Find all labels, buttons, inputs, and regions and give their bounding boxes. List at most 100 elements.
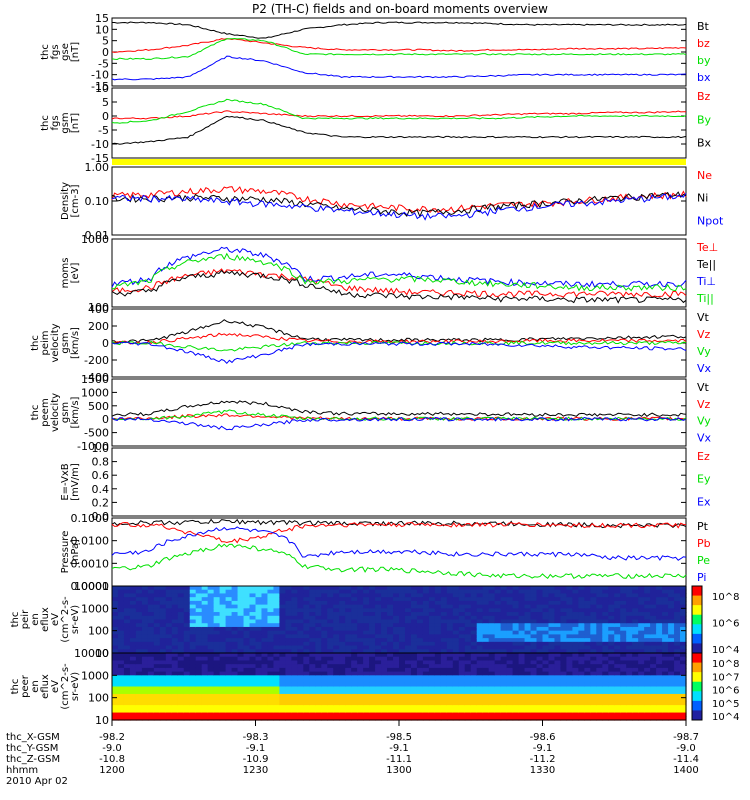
spectrogram-cell xyxy=(464,675,472,680)
spectrogram-cell xyxy=(656,615,663,621)
spectrogram-cell xyxy=(662,705,669,710)
spectrogram-cell xyxy=(680,679,687,684)
spectrogram-cell xyxy=(560,600,568,606)
spectrogram-cell xyxy=(578,612,585,617)
spectrogram-cell xyxy=(470,604,478,609)
y-tick-label: 100 xyxy=(88,301,109,314)
spectrogram-cell xyxy=(614,600,621,606)
spectrogram-cell xyxy=(512,608,520,613)
spectrogram-cell xyxy=(560,679,568,684)
spectrogram-cell xyxy=(165,656,173,662)
spectrogram-cell xyxy=(387,641,394,647)
spectrogram-cell xyxy=(662,645,669,650)
spectrogram-cell xyxy=(524,664,532,669)
spectrogram-cell xyxy=(440,671,448,676)
spectrogram-cell xyxy=(309,619,316,624)
spectrogram-cell xyxy=(297,608,304,613)
spectrogram-cell xyxy=(369,630,376,635)
spectrogram-cell xyxy=(345,664,352,669)
spectrogram-cell xyxy=(476,664,484,669)
spectrogram-cell xyxy=(638,597,645,602)
spectrogram-cell xyxy=(381,619,388,624)
y-tick-label: -400 xyxy=(84,371,109,384)
spectrogram-cell xyxy=(207,671,215,676)
spectrogram-cell xyxy=(650,716,657,721)
spectrogram-cell xyxy=(303,619,310,624)
spectrogram-cell xyxy=(674,675,681,680)
series-line-by xyxy=(111,37,687,61)
spectrogram-cell xyxy=(542,664,550,669)
spectrogram-cell xyxy=(345,600,352,606)
spectrogram-cell xyxy=(584,712,591,717)
spectrogram-cell xyxy=(476,623,484,628)
spectrogram-cell xyxy=(381,597,388,602)
spectrogram-cell xyxy=(518,619,526,624)
spectrogram-cell xyxy=(195,712,203,717)
spectrogram-cell xyxy=(674,638,681,643)
spectrogram-cell xyxy=(488,705,496,710)
spectrogram-cell xyxy=(620,586,627,591)
spectrogram-cell xyxy=(530,630,538,635)
spectrogram-cell xyxy=(476,597,484,602)
spectrogram-cell xyxy=(548,649,556,654)
spectrogram-cell xyxy=(393,686,400,691)
spectrogram-cell xyxy=(638,667,645,673)
spectrogram-cell xyxy=(243,608,251,613)
spectrogram-cell xyxy=(554,604,562,609)
spectrogram-cell xyxy=(680,593,687,598)
spectrogram-cell xyxy=(285,638,292,643)
spectrogram-cell xyxy=(285,675,292,680)
spectrogram-cell xyxy=(560,615,568,621)
spectrogram-cell xyxy=(590,619,597,624)
spectrogram-cell xyxy=(243,686,251,691)
spectrogram-cell xyxy=(536,597,544,602)
spectrogram-cell xyxy=(404,653,412,658)
spectrogram-cell xyxy=(369,708,376,714)
spectrogram-cell xyxy=(476,705,484,710)
spectrogram-cell xyxy=(548,600,556,606)
spectrogram-cell xyxy=(632,593,639,598)
spectrogram-cell xyxy=(422,600,430,606)
spectrogram-cell xyxy=(363,682,370,688)
spectrogram-cell xyxy=(458,645,466,650)
x-tick-label: -11.4 xyxy=(673,754,699,765)
spectrogram-cell xyxy=(518,693,526,699)
spectrogram-cell xyxy=(159,705,167,710)
spectrogram-cell xyxy=(369,600,376,606)
spectrogram-cell xyxy=(572,612,579,617)
spectrogram-cell xyxy=(560,645,568,650)
spectrogram-cell xyxy=(261,638,269,643)
spectrogram-cell xyxy=(482,641,490,647)
spectrogram-cell xyxy=(165,630,173,635)
y-tick-label: -500 xyxy=(84,427,109,440)
spectrogram-cell xyxy=(404,697,412,702)
spectrogram-cell xyxy=(464,697,472,702)
spectrogram-cell xyxy=(183,682,191,688)
spectrogram-cell xyxy=(584,597,591,602)
spectrogram-cell xyxy=(363,604,370,609)
spectrogram-cell xyxy=(381,612,388,617)
spectrogram-cell xyxy=(381,686,388,691)
spectrogram-cell xyxy=(452,664,460,669)
spectrogram-cell xyxy=(668,645,675,650)
y-axis-label-line: velocity xyxy=(50,393,61,432)
spectrogram-cell xyxy=(596,649,603,654)
spectrogram-cell xyxy=(524,697,532,702)
spectrogram-cell xyxy=(321,645,328,650)
spectrogram-cell xyxy=(333,608,340,613)
spectrogram-cell xyxy=(171,593,179,598)
spectrogram-cell xyxy=(207,612,215,617)
spectrogram-cell xyxy=(327,600,334,606)
spectrogram-cell xyxy=(440,623,448,628)
spectrogram-cell xyxy=(237,612,245,617)
spectrogram-cell xyxy=(476,660,484,665)
spectrogram-cell xyxy=(422,612,430,617)
spectrogram-cell xyxy=(243,630,251,635)
spectrogram-cell xyxy=(309,649,316,654)
spectrogram-cell xyxy=(303,593,310,598)
spectrogram-cell xyxy=(650,586,657,591)
spectrogram-cell xyxy=(428,597,436,602)
spectrogram-cell xyxy=(638,641,645,647)
spectrogram-cell xyxy=(171,667,179,673)
spectrogram-cell xyxy=(315,586,322,591)
